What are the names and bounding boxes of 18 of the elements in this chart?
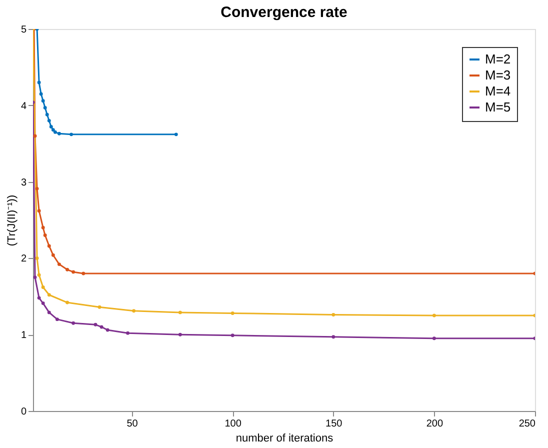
x-tick-label: 100 [224,418,242,430]
y-tick-label: 0 [20,406,27,418]
x-tick-label: 250 [518,418,536,430]
y-tick-label: 3 [20,177,27,188]
x-tick-label: 50 [126,418,138,430]
y-tick-label: 1 [20,330,27,342]
legend-label: M=5 [485,100,511,114]
x-axis-title: number of iterations [236,432,334,444]
legend-label: M=4 [485,84,511,98]
y-tick-label: 5 [20,24,27,36]
x-tick-label: 200 [426,418,444,430]
legend-label: M=3 [485,68,511,82]
y-tick-label: 2 [20,254,27,265]
x-tick-label: 150 [326,418,343,430]
chart-title: Convergence rate [220,4,348,21]
y-tick-label: 4 [20,100,27,112]
y-axis-title: (Tr(J(II)⁻¹)) [6,194,18,246]
legend-label: M=2 [485,52,511,66]
